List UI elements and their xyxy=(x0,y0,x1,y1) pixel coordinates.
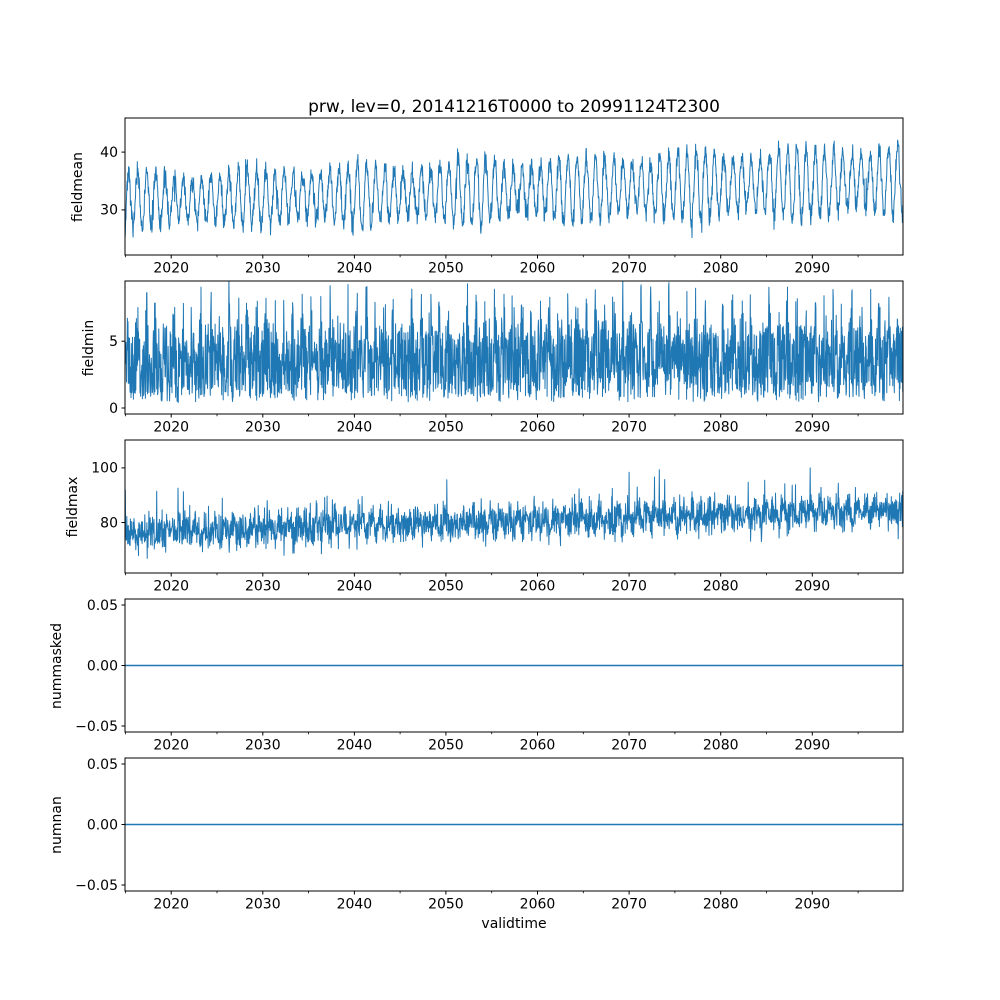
series-fieldmin xyxy=(125,281,903,403)
x-tick-label: 2020 xyxy=(153,579,189,595)
x-tick-label: 2080 xyxy=(703,579,739,595)
x-tick-label: 2030 xyxy=(245,897,281,913)
x-tick-label: 2090 xyxy=(794,420,830,436)
x-tick-label: 2070 xyxy=(611,579,647,595)
x-tick-label: 2090 xyxy=(794,897,830,913)
x-tick-label: 2070 xyxy=(611,738,647,754)
x-tick-label: 2090 xyxy=(794,261,830,277)
x-tick-label: 2020 xyxy=(153,261,189,277)
y-tick-label: 80 xyxy=(100,515,118,531)
y-tick-label: 0.00 xyxy=(87,658,118,674)
x-tick-label: 2030 xyxy=(245,579,281,595)
y-tick-label: 0.05 xyxy=(87,598,118,614)
x-tick-label: 2070 xyxy=(611,261,647,277)
y-tick-label: 100 xyxy=(91,461,118,477)
x-axis-label: validtime xyxy=(481,916,547,932)
x-tick-label: 2020 xyxy=(153,897,189,913)
x-tick-label: 2040 xyxy=(337,261,373,277)
y-tick-label: 30 xyxy=(100,203,118,219)
subplot-nummasked: 2020 2030 2040 2050 2060 2070 2080 2090 −0.05 0.0… xyxy=(75,598,904,754)
x-tick-label: 2050 xyxy=(428,420,464,436)
y-tick-label: 5 xyxy=(109,334,118,350)
x-tick-label: 2040 xyxy=(337,897,373,913)
x-tick-label: 2060 xyxy=(520,420,556,436)
y-tick-label: 0 xyxy=(109,401,118,417)
x-tick-label: 2050 xyxy=(428,897,464,913)
x-tick-label: 2090 xyxy=(794,579,830,595)
x-tick-label: 2060 xyxy=(520,897,556,913)
x-tick-label: 2040 xyxy=(337,420,373,436)
x-tick-label: 2060 xyxy=(520,738,556,754)
subplot-numnan: 2020 2030 2040 2050 2060 2070 2080 2090 −0.05 0.0… xyxy=(75,757,904,913)
subplot-fieldmax: 2020 2030 2040 2050 2060 2070 2080 2090 80 100 xyxy=(91,439,904,595)
subplot-fieldmean: 2020 2030 2040 2050 2060 2070 2080 2090 30 40 xyxy=(100,117,904,277)
x-tick-label: 2050 xyxy=(428,579,464,595)
x-tick-label: 2070 xyxy=(611,897,647,913)
x-tick-label: 2030 xyxy=(245,738,281,754)
y-tick-label: −0.05 xyxy=(75,878,118,894)
series-fieldmax xyxy=(125,467,903,559)
x-tick-label: 2030 xyxy=(245,261,281,277)
x-tick-label: 2080 xyxy=(703,897,739,913)
axes-frame xyxy=(124,117,904,256)
subplot-fieldmin: 2020 2030 2040 2050 2060 2070 2080 2090 0 5 xyxy=(109,280,904,436)
x-tick-label: 2020 xyxy=(153,420,189,436)
x-tick-label: 2020 xyxy=(153,738,189,754)
x-tick-label: 2040 xyxy=(337,738,373,754)
x-tick-label: 2090 xyxy=(794,738,830,754)
x-tick-label: 2050 xyxy=(428,261,464,277)
x-tick-label: 2080 xyxy=(703,261,739,277)
x-tick-label: 2080 xyxy=(703,420,739,436)
axes-frame xyxy=(124,280,904,415)
x-tick-label: 2040 xyxy=(337,579,373,595)
series-fieldmean xyxy=(125,139,903,239)
axes-frame xyxy=(124,439,904,574)
y-tick-label: −0.05 xyxy=(75,719,118,735)
x-tick-label: 2060 xyxy=(520,261,556,277)
x-tick-label: 2030 xyxy=(245,420,281,436)
x-tick-label: 2060 xyxy=(520,579,556,595)
figure-title: prw, lev=0, 20141216T0000 to 20991124T23… xyxy=(308,97,720,117)
x-tick-label: 2050 xyxy=(428,738,464,754)
y-tick-label: 0.00 xyxy=(87,817,118,833)
x-tick-label: 2080 xyxy=(703,738,739,754)
x-tick-label: 2070 xyxy=(611,420,647,436)
y-tick-label: 0.05 xyxy=(87,757,118,773)
y-tick-label: 40 xyxy=(100,145,118,161)
